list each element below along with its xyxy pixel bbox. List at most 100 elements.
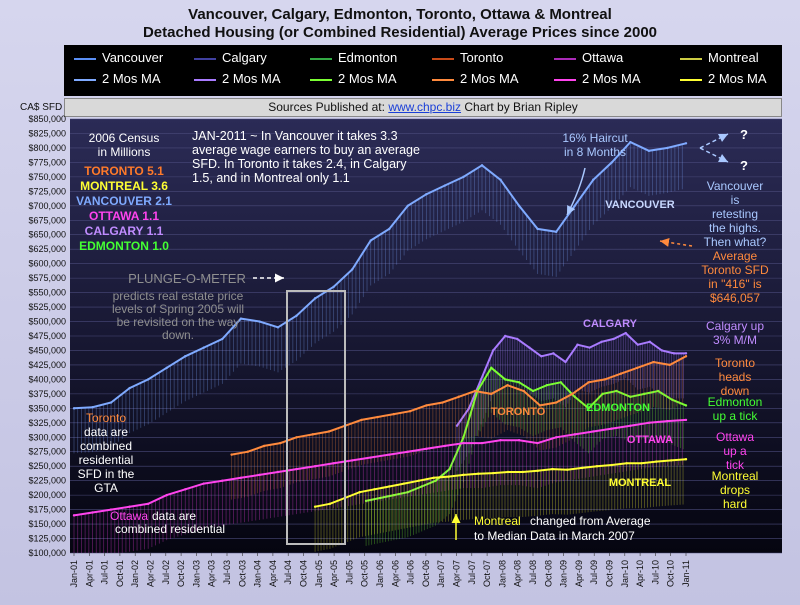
legend-swatch [554,79,576,81]
x-tick-label: Jul-08 [528,560,538,585]
data-point [239,476,243,479]
data-point [536,469,539,473]
data-point [295,314,298,317]
data-point [392,493,396,497]
data-point [202,482,206,485]
y-tick-label: $250,000 [28,461,66,471]
toronto-label: TORONTO [491,406,546,418]
right-montreal-note: Montreal drops hard [712,469,759,511]
data-point [538,404,542,407]
data-point [109,401,113,404]
data-point [358,491,361,494]
x-tick-label: Oct-05 [360,560,370,587]
data-point [592,430,595,433]
series-line [73,140,687,410]
data-point [684,458,688,461]
data-point [684,142,688,145]
x-tick-label: Jul-10 [650,560,660,585]
legend-label: Montreal [708,50,759,65]
data-point [448,467,451,471]
data-point [636,343,639,346]
data-point [480,441,484,445]
data-point [656,389,660,393]
x-tick-label: Apr-01 [84,560,94,587]
y-tick-label: $125,000 [28,534,66,544]
series-line [314,458,687,508]
y-tick-label: $825,000 [28,128,66,138]
data-point [455,424,459,427]
data-point [388,453,391,456]
sources-link[interactable]: www.chpc.biz [388,100,462,114]
data-point [462,175,465,179]
census-row: OTTAWA 1.1 [89,209,159,223]
x-tick-label: Jul-02 [161,560,171,585]
data-point [246,450,250,453]
y-tick-label: $100,000 [28,548,66,558]
montreal-note-2: to Median Data in March 2007 [474,529,635,543]
montreal-label: MONTREAL [609,477,672,489]
x-tick-label: Jan-09 [559,560,569,588]
data-point [491,349,495,352]
y-tick-label: $300,000 [28,432,66,442]
calgary-label: CALGARY [583,318,638,330]
x-axis: Jan-01 Apr-01 Jul-01 Oct-01 Jan-02 Apr-02 Jul-… [69,553,691,588]
x-tick-label: Apr-09 [574,560,584,587]
y-tick-label: $775,000 [28,157,66,167]
y-tick-label: $350,000 [28,403,66,413]
x-tick-label: Jan-11 [681,560,691,587]
data-point [364,499,368,503]
data-point [184,355,187,358]
data-point [573,204,576,207]
montreal-note-name: Montreal [474,514,521,528]
x-tick-label: Oct-09 [605,560,615,587]
data-point [313,297,317,300]
data-point [473,389,477,393]
data-point [517,438,521,442]
series-bars [73,142,683,454]
right-edmonton-note: Edmonton up a tick [708,395,763,423]
data-point [72,514,76,517]
data-point [72,407,76,410]
plunge-text: predicts real estate price levels of Spri… [112,289,244,342]
vancouver-label: VANCOUVER [605,199,675,211]
x-tick-label: Apr-04 [268,560,278,587]
x-tick-label: Apr-08 [513,560,523,587]
x-tick-label: Oct-04 [299,560,309,587]
x-tick-label: Jan-06 [375,560,385,588]
data-point [629,424,632,427]
data-point [672,352,676,355]
data-point [552,352,555,355]
data-point [566,468,569,471]
data-point [279,441,282,445]
edmonton-label: EDMONTON [586,402,650,414]
data-point [571,392,574,396]
data-point [378,496,382,500]
x-tick-label: Jul-09 [589,560,599,585]
x-tick-label: Apr-02 [146,560,156,587]
ottawa-label: OTTAWA [627,434,673,446]
data-point [521,470,524,474]
question-mark: ? [740,127,748,142]
data-point [587,381,590,384]
data-point [629,140,632,144]
data-point [587,407,590,410]
data-point [128,386,131,390]
x-tick-label: Jan-01 [69,560,79,588]
plunge-title: PLUNGE-O-METER [128,271,246,286]
data-point [624,331,627,335]
data-point [499,438,502,442]
series-bars [314,459,684,552]
data-point [350,268,354,271]
data-point [655,460,658,463]
x-tick-label: Jan-05 [314,560,324,588]
y-tick-label: $525,000 [28,302,66,312]
y-tick-label: $725,000 [28,186,66,196]
y-tick-label: $150,000 [28,519,66,529]
x-tick-label: Oct-02 [176,560,186,587]
data-point [670,398,674,401]
data-point [652,360,655,364]
data-point [425,447,428,451]
data-point [503,334,507,338]
